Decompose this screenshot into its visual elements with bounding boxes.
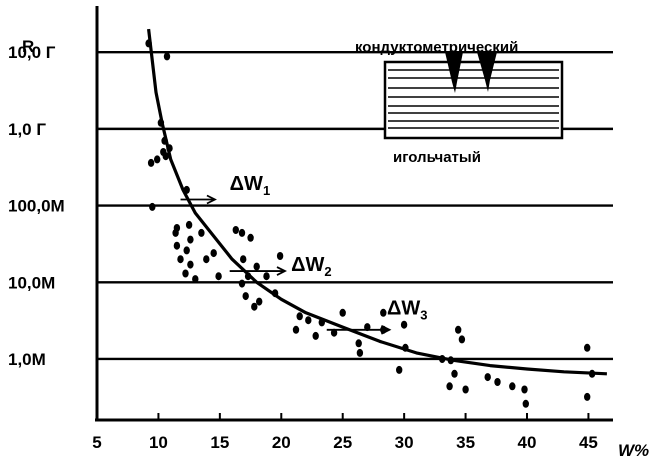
inset-box — [383, 60, 564, 140]
data-point — [458, 335, 466, 344]
data-point — [182, 269, 189, 278]
data-point — [183, 185, 190, 194]
data-point — [187, 260, 194, 269]
inset-top-label: кондуктометрический — [355, 39, 518, 56]
data-point — [238, 228, 246, 237]
data-point — [484, 373, 491, 382]
x-tick-label: 5 — [92, 433, 101, 452]
data-point — [247, 233, 254, 242]
x-tick-label: 40 — [518, 433, 537, 452]
annotation-label: ΔW3 — [387, 297, 428, 322]
data-point — [462, 385, 469, 394]
annotation-arrowhead — [380, 324, 392, 335]
needle-left-icon — [445, 52, 463, 93]
y-tick-label: 1,0M — [8, 350, 46, 369]
data-point — [451, 369, 458, 378]
data-point — [210, 249, 217, 258]
data-point — [251, 302, 258, 311]
data-point — [242, 292, 249, 301]
data-point — [521, 385, 528, 394]
x-tick-label: 10 — [149, 433, 168, 452]
data-point — [455, 325, 462, 334]
data-point — [240, 255, 247, 264]
y-ticks: 1,0M 10,0M 100,0M 1,0 Г 10,0 Г — [8, 43, 65, 369]
data-point — [163, 52, 171, 61]
data-point — [584, 392, 591, 401]
data-point — [318, 318, 325, 327]
data-point — [253, 262, 260, 271]
annotation-label: ΔW1 — [230, 173, 271, 198]
data-point — [183, 246, 190, 255]
annotation-label: ΔW2 — [291, 254, 332, 279]
data-point — [263, 272, 270, 281]
y-tick-label: 100,0M — [8, 197, 65, 216]
annotation-arrowhead — [276, 266, 287, 276]
data-point — [356, 348, 364, 357]
data-point — [157, 118, 165, 127]
data-point — [173, 241, 181, 250]
data-point — [244, 272, 252, 281]
data-point — [588, 369, 596, 378]
data-point — [187, 235, 194, 244]
y-tick-label: 1,0 Г — [8, 120, 46, 139]
sensor-inset: кондуктометрический игольчатый — [355, 39, 564, 166]
data-point — [185, 220, 193, 229]
x-ticks: 5 10 15 20 25 30 35 40 45 — [92, 413, 598, 452]
inset-layer-lines — [388, 69, 559, 129]
x-tick-label: 30 — [395, 433, 414, 452]
data-point — [147, 158, 155, 167]
data-point — [509, 382, 516, 391]
data-point — [149, 202, 156, 211]
annotations: ΔW1 ΔW2 ΔW3 — [180, 173, 428, 335]
data-point — [522, 399, 529, 408]
data-point — [271, 289, 279, 298]
data-point — [276, 252, 284, 260]
data-point — [238, 279, 246, 288]
data-point — [145, 39, 152, 48]
data-point — [256, 297, 263, 306]
data-point — [312, 331, 319, 340]
data-point — [447, 356, 454, 365]
data-point — [330, 328, 338, 337]
data-point — [292, 325, 300, 334]
inset-bottom-label: игольчатый — [393, 149, 481, 166]
data-point — [162, 152, 169, 161]
x-tick-label: 45 — [579, 433, 598, 452]
data-point — [154, 155, 161, 164]
data-point — [161, 136, 168, 145]
data-point — [215, 272, 222, 281]
y-tick-label: 10,0M — [8, 273, 55, 292]
data-point — [296, 312, 303, 321]
data-point — [198, 228, 205, 237]
data-point — [166, 144, 173, 153]
data-point — [584, 343, 591, 352]
data-point — [402, 343, 409, 352]
x-tick-label: 20 — [272, 433, 291, 452]
x-axis-label: W% — [618, 441, 649, 460]
needle-right-icon — [477, 52, 497, 92]
data-point — [380, 308, 387, 317]
y-axis-label: R — [22, 37, 34, 56]
x-tick-label: 35 — [456, 433, 475, 452]
data-point — [439, 355, 446, 363]
fit-curve — [147, 28, 607, 376]
data-point — [232, 226, 239, 234]
data-point — [396, 365, 403, 374]
fit-curve-layer — [147, 28, 607, 376]
data-point — [305, 316, 312, 325]
x-tick-label: 25 — [333, 433, 352, 452]
data-point — [355, 339, 362, 348]
x-tick-label: 15 — [210, 433, 229, 452]
data-point — [400, 320, 408, 329]
annotation-arrowhead — [206, 194, 217, 205]
data-point — [203, 255, 210, 264]
data-point — [172, 228, 179, 237]
data-point — [339, 308, 346, 317]
y-tick-label: 10,0 Г — [8, 43, 56, 62]
data-point — [446, 382, 453, 391]
data-point — [177, 255, 184, 264]
data-point — [494, 378, 501, 386]
data-point — [192, 275, 199, 284]
